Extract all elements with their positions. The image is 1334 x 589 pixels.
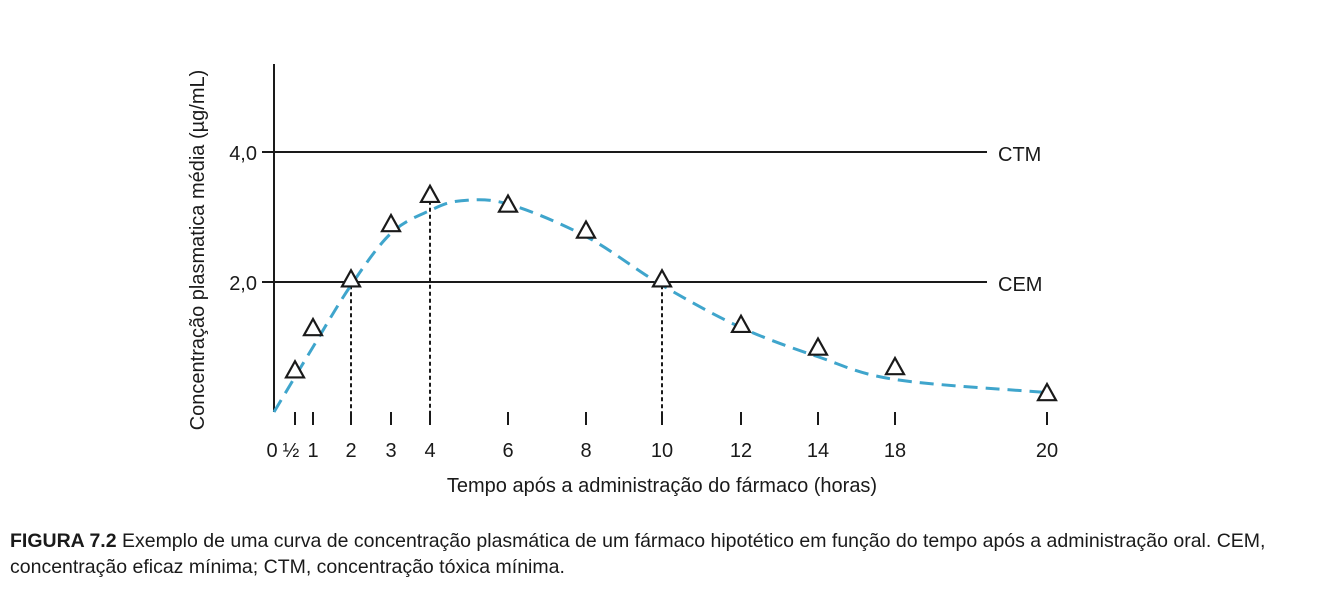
x-tick-label: 14	[807, 440, 829, 462]
reference-label-ctm: CTM	[998, 144, 1041, 166]
concentration-curve	[272, 198, 1048, 413]
x-tick-label: 18	[884, 440, 906, 462]
y-axis-title: Concentração plasmatica média (µg/mL)	[187, 70, 209, 431]
data-point-triangle	[340, 267, 362, 288]
data-point-triangle	[1036, 381, 1058, 402]
data-point-triangle	[284, 358, 306, 379]
data-point-triangle	[419, 183, 441, 204]
data-point-triangle	[730, 313, 752, 334]
x-tick-label: 1	[307, 440, 318, 462]
data-point-triangle	[497, 193, 519, 213]
data-point-triangle	[884, 355, 906, 376]
x-tick-label: ½	[283, 440, 300, 462]
data-point-triangle	[807, 336, 829, 356]
x-axis-title: Tempo após a administração do fármaco (h…	[447, 475, 877, 497]
y-tick-label: 4,0	[229, 143, 257, 165]
x-tick-label: 2	[345, 440, 356, 462]
data-point-triangle	[380, 212, 402, 233]
x-tick-label: 20	[1036, 440, 1058, 462]
x-tick-label: 3	[385, 440, 396, 462]
data-point-triangle	[651, 267, 673, 288]
x-tick-label: 0	[266, 440, 277, 462]
figure-caption-label: FIGURA 7.2	[10, 530, 117, 552]
x-tick-label: 10	[651, 440, 673, 462]
x-tick-label: 8	[580, 440, 591, 462]
data-point-triangle	[575, 219, 597, 239]
y-tick-label: 2,0	[229, 273, 257, 295]
x-tick-label: 12	[730, 440, 752, 462]
reference-label-cem: CEM	[998, 274, 1042, 296]
data-point-triangle	[302, 316, 324, 337]
figure-caption-text: Exemplo de uma curva de concentração pla…	[10, 530, 1266, 578]
x-tick-label: 4	[424, 440, 435, 462]
x-tick-label: 6	[502, 440, 513, 462]
figure-caption: FIGURA 7.2 Exemplo de uma curva de conce…	[10, 528, 1324, 580]
